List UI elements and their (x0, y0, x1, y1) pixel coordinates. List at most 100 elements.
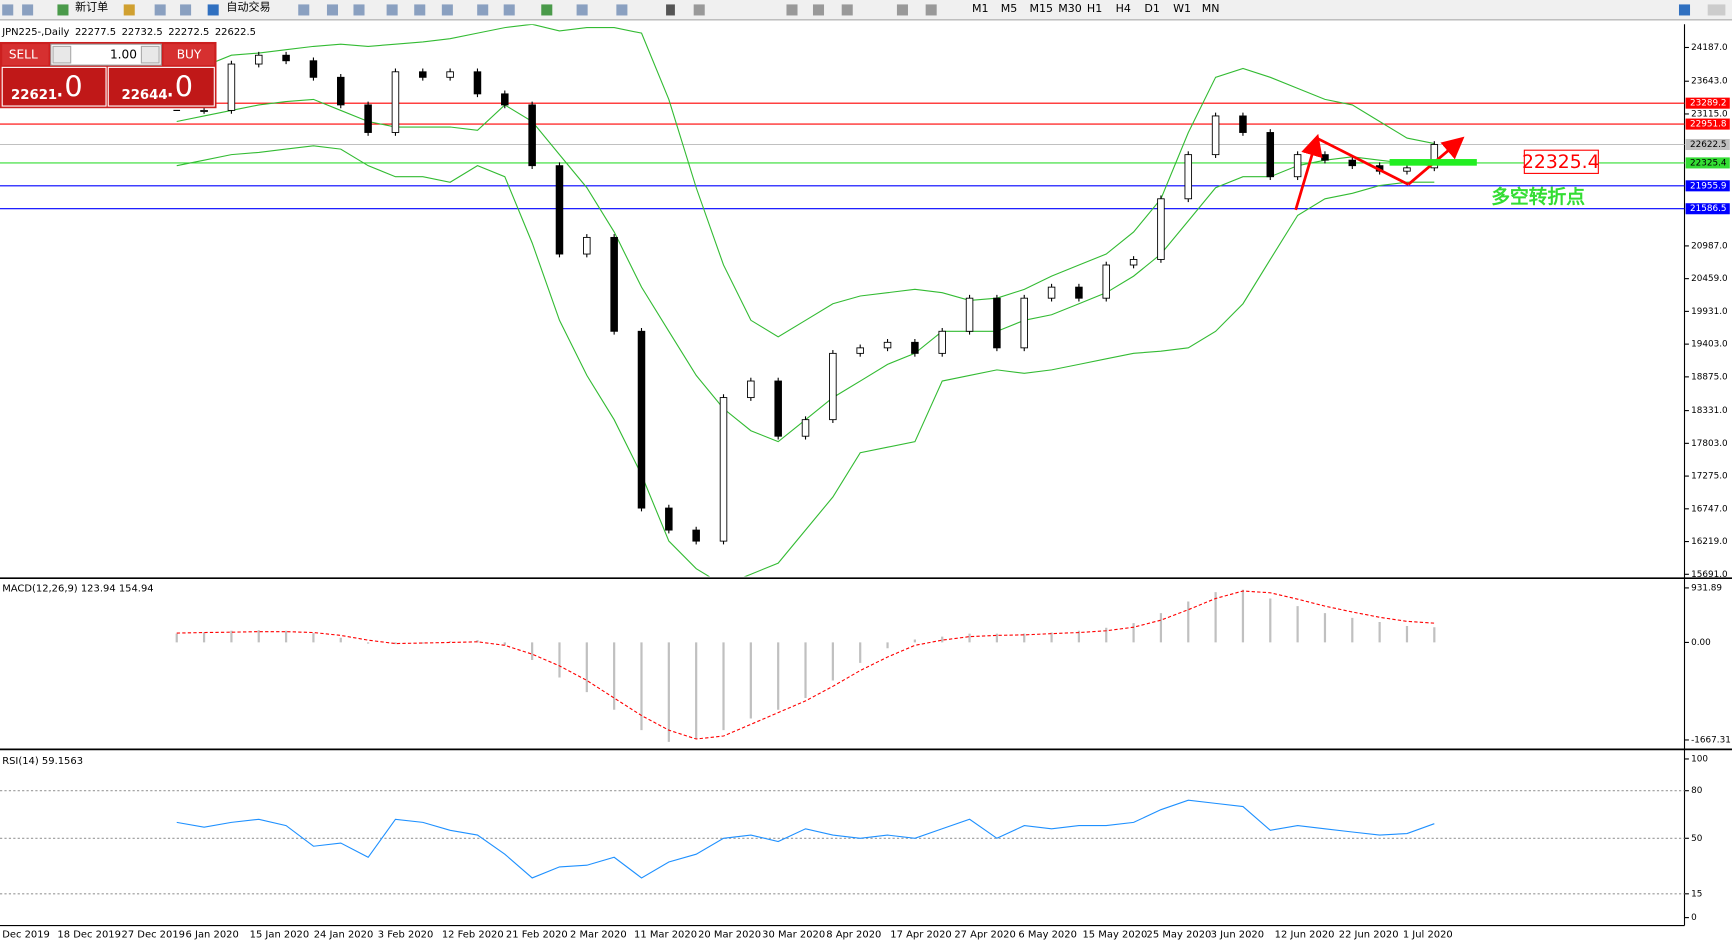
candle (747, 380, 755, 399)
timeframe-button[interactable]: M30 (1058, 2, 1082, 15)
sell-button[interactable]: SELL (9, 48, 38, 62)
candle (337, 76, 345, 106)
x-tick-label: 6 Jan 2020 (186, 929, 239, 940)
x-tick-label: 25 May 2020 (1147, 929, 1212, 940)
timeframe-button[interactable]: D1 (1144, 2, 1160, 15)
x-tick-label: 18 Dec 2019 (57, 929, 120, 940)
bollinger-upper (176, 24, 1435, 338)
candle (1020, 297, 1028, 349)
buy-price-tail[interactable]: .0 (166, 69, 193, 103)
annotation-text: 多空转折点 (1491, 185, 1585, 208)
candle (364, 104, 372, 133)
macd-signal (176, 590, 1435, 740)
toolbar-button[interactable]: 自动交易 (226, 0, 270, 14)
candle (1266, 132, 1275, 178)
candle (1321, 154, 1329, 161)
price-level-label: 22325.4 (1690, 158, 1727, 168)
y-tick-label: 0.00 (1691, 638, 1711, 648)
candle (1157, 198, 1165, 260)
buy-button[interactable]: BUY (177, 48, 202, 62)
candle (1211, 115, 1220, 156)
y-tick-label: 18875.0 (1691, 372, 1728, 382)
y-tick-label: 100 (1691, 754, 1708, 764)
buy-price[interactable]: 22644 (122, 88, 168, 103)
x-tick-label: 11 Mar 2020 (634, 929, 697, 940)
x-tick-label: 27 Dec 2019 (122, 929, 185, 940)
timeframe-button[interactable]: H1 (1087, 2, 1102, 15)
y-tick-label: 19931.0 (1691, 307, 1728, 317)
toolbar (0, 0, 1732, 20)
price-level-box (1685, 138, 1730, 151)
ohlc-value: 22732.5 (122, 27, 163, 38)
y-tick-label: 931.89 (1691, 583, 1722, 593)
x-tick-label: 27 Apr 2020 (954, 929, 1015, 940)
candle (1184, 154, 1193, 200)
price-level-box (1685, 180, 1730, 192)
rsi-line (176, 799, 1435, 879)
price-level-box (1685, 203, 1730, 215)
x-tick-label: 1 Jul 2020 (1403, 929, 1453, 940)
x-tick-label: Dec 2019 (2, 929, 50, 940)
x-tick-label: 12 Feb 2020 (442, 929, 504, 940)
y-tick-label: 15691.0 (1691, 570, 1728, 580)
y-tick-label: 50 (1691, 834, 1703, 844)
price-level-label: 21586.5 (1690, 204, 1727, 214)
candle (254, 54, 263, 65)
timeframe-button[interactable]: H4 (1116, 2, 1131, 15)
y-tick-label: 20987.0 (1691, 241, 1728, 251)
candle (719, 397, 728, 542)
candle (665, 507, 673, 531)
drawings (1294, 133, 1599, 211)
candle (774, 380, 782, 437)
candle (200, 109, 208, 112)
x-tick-label: 3 Feb 2020 (378, 929, 434, 940)
candle (637, 330, 646, 509)
price-panel (0, 24, 1685, 577)
candle (1047, 286, 1056, 299)
price-level-label: 22951.8 (1690, 120, 1727, 130)
timeframe-bar: M1 M5 M15 M30 H1 H4 D1 W1 MN (972, 2, 1220, 15)
ohlc-value: 22622.5 (215, 27, 256, 38)
y-tick-label: 19403.0 (1691, 340, 1728, 350)
chart-area (0, 24, 1685, 926)
rsi-panel (0, 790, 1685, 895)
indicator-title: MACD(12,26,9) 123.94 154.94 (2, 584, 153, 595)
y-tick-label: 17275.0 (1691, 472, 1728, 482)
candle (1102, 264, 1111, 299)
x-tick-label: 8 Apr 2020 (826, 929, 881, 940)
candle (282, 54, 290, 62)
annotation-price: 22325.4 (1522, 152, 1600, 173)
trade-panel: SELL 1.00 BUY 22621 .0 22644 .0 (0, 41, 217, 109)
x-tick-label: 20 Mar 2020 (698, 929, 761, 940)
candle (473, 71, 482, 95)
timeframe-button[interactable]: M15 (1029, 2, 1053, 15)
y-tick-label: 15 (1691, 889, 1702, 899)
timeframe-button[interactable]: MN (1202, 2, 1220, 15)
sell-price[interactable]: 22621 (11, 88, 57, 103)
timeframe-button[interactable]: M5 (1001, 2, 1018, 15)
sell-price-tail[interactable]: .0 (55, 69, 82, 103)
timeframe-button[interactable]: M1 (972, 2, 989, 15)
lot-input[interactable]: 1.00 (110, 48, 137, 62)
y-tick-label: -1667.31 (1691, 735, 1731, 745)
x-tick-label: 22 Jun 2020 (1339, 929, 1399, 940)
x-tick-label: 3 Jun 2020 (1211, 929, 1264, 940)
timeframe-button[interactable]: W1 (1173, 2, 1191, 15)
candle (583, 236, 591, 255)
candle (446, 71, 454, 78)
y-tick-label: 17803.0 (1691, 439, 1728, 449)
candle (1239, 115, 1247, 133)
candle (1348, 159, 1357, 167)
x-tick-label: 15 Jan 2020 (250, 929, 310, 940)
x-tick-label: 15 May 2020 (1083, 929, 1148, 940)
axes: Dec 2019 18 Dec 2019 27 Dec 2019 6 Jan 2020… (2, 43, 1731, 940)
price-level-box (1685, 157, 1730, 169)
candle (856, 347, 864, 354)
candle (1129, 259, 1138, 266)
toolbar-button[interactable]: 新订单 (75, 0, 108, 14)
candle (692, 529, 700, 542)
x-tick-label: 17 Apr 2020 (890, 929, 951, 940)
candle (227, 63, 236, 111)
candle (528, 104, 536, 167)
